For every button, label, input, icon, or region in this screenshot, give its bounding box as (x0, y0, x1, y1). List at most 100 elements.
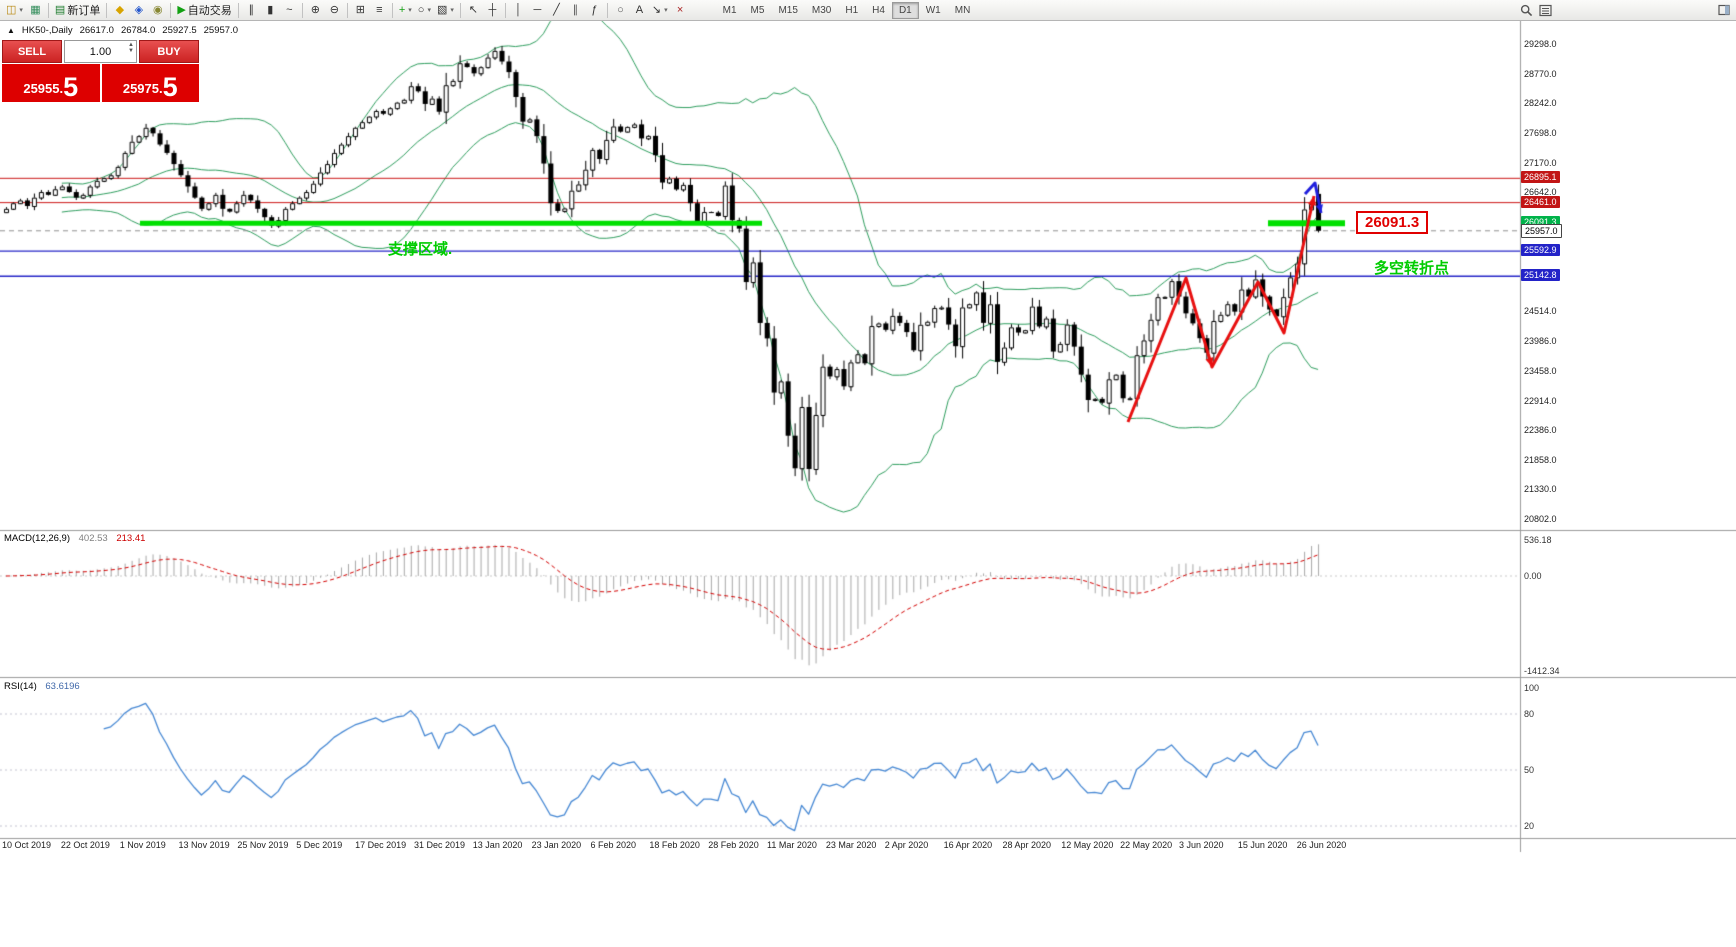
date-axis-label: 22 May 2020 (1120, 840, 1173, 850)
date-axis-label: 13 Nov 2019 (178, 840, 230, 850)
support-zone-label: 支撑区域. (388, 241, 453, 258)
toolbar-separator (346, 2, 348, 18)
indicators-icon[interactable]: + ▾ (396, 1, 415, 19)
chevron-down-icon: ▾ (664, 7, 668, 14)
macd-axis-label: 0.00 (1524, 571, 1542, 581)
price-level-badge: 26461.0 (1521, 195, 1560, 208)
chevron-down-icon: ▾ (450, 7, 454, 14)
periods-icon[interactable]: ○ ▾ (415, 1, 434, 19)
timeframe-m30[interactable]: M30 (805, 2, 838, 19)
new-order-button[interactable]: ▤ 新订单 (52, 1, 103, 19)
zoom-out-icon[interactable]: ⊖ (325, 1, 344, 19)
vertical-line-icon[interactable]: │ (509, 1, 528, 19)
tick-chart-icon[interactable]: ▦ (26, 1, 45, 19)
new-order-button-label: 新订单 (67, 5, 101, 17)
crosshair-icon[interactable]: ┼ (483, 1, 502, 19)
timeframe-h1[interactable]: H1 (838, 2, 865, 19)
arrows-icon[interactable]: ↘ ▾ (649, 1, 671, 19)
date-axis-label: 23 Jan 2020 (531, 840, 582, 850)
date-axis-label: 16 Apr 2020 (943, 840, 993, 850)
indicators-icon: + (398, 3, 406, 16)
zoom-in-icon[interactable]: ⊕ (306, 1, 325, 19)
date-axis-label: 15 Jun 2020 (1237, 840, 1288, 850)
delete-icon: × (676, 3, 684, 16)
timeframe-d1[interactable]: D1 (891, 1, 919, 19)
macd-axis-label: 536.18 (1524, 535, 1552, 545)
volume-stepper[interactable]: ▲ ▼ (128, 42, 134, 54)
panel-toggle-icon[interactable] (1714, 1, 1733, 19)
templates-icon[interactable]: ▧ ▾ (434, 1, 457, 19)
horizontal-line-icon[interactable]: ─ (528, 1, 547, 19)
timeframe-w1[interactable]: W1 (919, 2, 948, 19)
volume-input[interactable]: 1.00 ▲ ▼ (64, 40, 137, 63)
price-axis-label: 20802.0 (1524, 514, 1557, 524)
rsi-axis-label: 100 (1524, 683, 1540, 693)
sell-button[interactable]: SELL (2, 40, 62, 63)
trendline-icon[interactable]: ╱ (547, 1, 566, 19)
date-axis-label: 22 Oct 2019 (60, 840, 110, 850)
arrange-windows-icon[interactable]: ≡ (370, 1, 389, 19)
rsi-label: RSI(14) (4, 681, 37, 692)
history-center-icon: ◆ (115, 3, 125, 16)
price-axis-label: 26642.0 (1524, 187, 1557, 198)
alerts-icon[interactable]: ◈ (129, 1, 148, 19)
line-chart-icon[interactable]: ~ (280, 1, 299, 19)
date-axis-label: 3 Jun 2020 (1179, 840, 1224, 850)
zoom-out-icon: ⊖ (329, 3, 339, 16)
chart-window-icon[interactable]: ◫ ▾ (3, 1, 26, 19)
toolbar-separator (170, 2, 172, 18)
bid-price[interactable]: 25955. 5 (2, 64, 100, 102)
data-window-icon[interactable] (1536, 1, 1555, 19)
toolbar-separator (459, 2, 461, 18)
shapes-icon[interactable]: ○ (611, 1, 630, 19)
cursor-icon[interactable]: ↖ (464, 1, 483, 19)
toolbar-separator (47, 2, 49, 18)
bar-chart-icon[interactable]: ∥ (242, 1, 261, 19)
rsi-axis-label: 20 (1524, 821, 1535, 831)
date-axis-label: 5 Dec 2019 (296, 840, 343, 850)
arrange-windows-icon: ≡ (376, 3, 383, 16)
collapse-panel-icon[interactable]: ▲ (7, 26, 15, 35)
ask-price[interactable]: 25975. 5 (101, 64, 199, 102)
macd-axis-label: -1412.34 (1524, 666, 1560, 676)
channel-icon[interactable]: ∥ (566, 1, 585, 19)
buy-button[interactable]: BUY (139, 40, 199, 63)
date-axis-label: 17 Dec 2019 (355, 840, 407, 850)
timeframe-mn[interactable]: MN (948, 2, 978, 19)
toolbar-separator (237, 2, 239, 18)
timeframe-h4[interactable]: H4 (865, 2, 892, 19)
date-axis-label: 10 Oct 2019 (2, 840, 52, 850)
history-center-icon[interactable]: ◆ (110, 1, 129, 19)
toolbar-separator (301, 2, 303, 18)
delete-icon[interactable]: × (671, 1, 690, 19)
price-level-badge: 25142.8 (1521, 269, 1560, 282)
autotrading-button[interactable]: ▶ 自动交易 (174, 1, 234, 19)
date-axis-label: 28 Feb 2020 (708, 840, 759, 850)
fibonacci-icon[interactable]: ƒ (585, 1, 604, 19)
bar-chart-icon: ∥ (248, 3, 255, 16)
price-level-badge: 25957.0 (1521, 223, 1562, 238)
web-terminal-icon[interactable]: ◉ (148, 1, 167, 19)
price-axis-label: 23986.0 (1524, 335, 1557, 346)
candlestick-chart-icon[interactable]: ▮ (261, 1, 280, 19)
price-axis-label: 22386.0 (1524, 425, 1557, 436)
timeframe-m1[interactable]: M1 (716, 2, 744, 19)
new-order-button: ▤ (54, 3, 66, 16)
macd-header: MACD(12,26,9) 402.53 213.41 (4, 533, 145, 544)
tile-windows-icon[interactable]: ⊞ (351, 1, 370, 19)
ohlc-low: 25927.5 (162, 25, 197, 36)
search-icon[interactable] (1517, 1, 1536, 19)
timeframe-m5[interactable]: M5 (744, 2, 772, 19)
horizontal-line-icon: ─ (533, 3, 542, 16)
toolbar-separator (391, 2, 393, 18)
price-axis-label: 27170.0 (1524, 157, 1557, 168)
price-level-badge: 25592.9 (1521, 244, 1560, 257)
rsi-value: 63.6196 (45, 681, 80, 692)
text-icon[interactable]: A (630, 1, 649, 19)
zoom-in-icon: ⊕ (310, 3, 320, 16)
price-axis-label: 29298.0 (1524, 39, 1557, 49)
toolbar-separator (504, 2, 506, 18)
timeframe-m15[interactable]: M15 (771, 2, 804, 19)
text-icon: A (635, 3, 644, 16)
